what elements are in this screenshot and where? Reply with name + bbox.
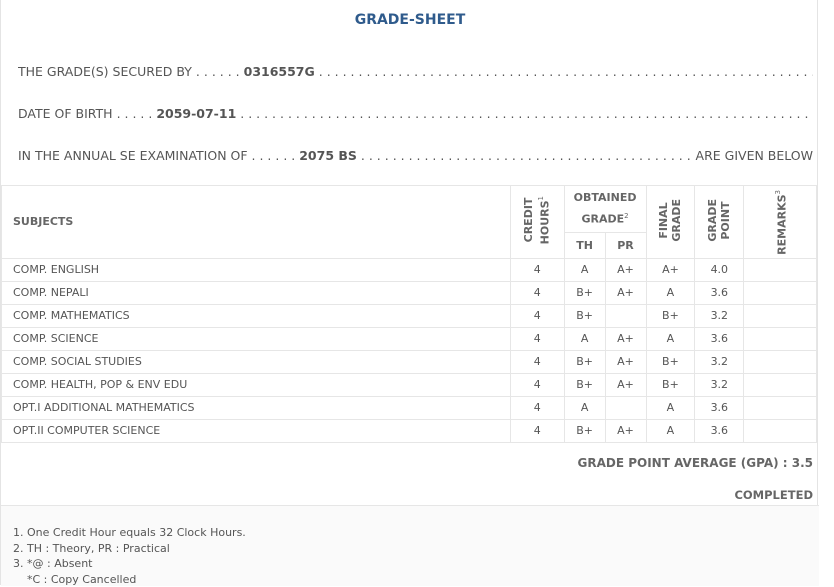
grade-point: 3.2 (695, 373, 744, 396)
pr-header: PR (605, 233, 646, 258)
final-grade: B+ (646, 373, 695, 396)
final-grade: B+ (646, 350, 695, 373)
subject: COMP. SOCIAL STUDIES (2, 350, 511, 373)
credit-hours: 4 (510, 327, 564, 350)
th-grade: A (564, 258, 605, 281)
grade-point: 3.6 (695, 419, 744, 442)
pr-grade: A+ (605, 327, 646, 350)
dots: . . . . . . . . . . . . . . . . . . . . … (319, 64, 813, 79)
remarks (744, 350, 817, 373)
remarks (744, 258, 817, 281)
subject: OPT.II COMPUTER SCIENCE (2, 419, 511, 442)
final-grade: A+ (646, 258, 695, 281)
grade-point: 3.6 (695, 396, 744, 419)
th-grade: A (564, 396, 605, 419)
subject: COMP. SCIENCE (2, 327, 511, 350)
symbol-number: 0316557G (244, 64, 315, 79)
credit-hours: 4 (510, 419, 564, 442)
credit-hours: 4 (510, 373, 564, 396)
pr-grade (605, 396, 646, 419)
final-grade: A (646, 327, 695, 350)
credit-hours: 4 (510, 350, 564, 373)
pr-grade: A+ (605, 281, 646, 304)
final-grade: A (646, 281, 695, 304)
dots: . . . . . . . . . . . . . . . . . . . . … (240, 106, 813, 121)
grade-point: 3.6 (695, 281, 744, 304)
pr-grade: A+ (605, 258, 646, 281)
credit-hours: 4 (510, 258, 564, 281)
page-title: GRADE-SHEET (1, 12, 819, 28)
subject: COMP. NEPALI (2, 281, 511, 304)
dob-value: 2059-07-11 (156, 106, 236, 121)
remarks (744, 373, 817, 396)
remarks (744, 396, 817, 419)
pr-grade: A+ (605, 373, 646, 396)
th-grade: A (564, 327, 605, 350)
th-grade: B+ (564, 419, 605, 442)
th-grade: B+ (564, 373, 605, 396)
remarks (744, 304, 817, 327)
final-grade: B+ (646, 304, 695, 327)
exam-year: 2075 BS (299, 148, 357, 163)
remarks (744, 281, 817, 304)
pr-grade: A+ (605, 350, 646, 373)
th-grade: B+ (564, 304, 605, 327)
th-header: TH (564, 233, 605, 258)
th-grade: B+ (564, 350, 605, 373)
credit-hours: 4 (510, 396, 564, 419)
credit-hours: 4 (510, 281, 564, 304)
grade-point: 4.0 (695, 258, 744, 281)
final-grade: A (646, 419, 695, 442)
pr-grade (605, 304, 646, 327)
th-grade: B+ (564, 281, 605, 304)
dots: . . . . . . . . . . . . . . . . . . . . … (361, 148, 692, 163)
secured-by-line: THE GRADE(S) SECURED BY . . . . . . 0316… (18, 64, 813, 79)
credit-hours: 4 (510, 304, 564, 327)
remarks-header: REMARKS3 (744, 186, 817, 259)
final-grade: A (646, 396, 695, 419)
note: 2. TH : Theory, PR : Practical (13, 541, 246, 557)
grade-point: 3.2 (695, 304, 744, 327)
subject: OPT.I ADDITIONAL MATHEMATICS (2, 396, 511, 419)
note: 1. One Credit Hour equals 32 Clock Hours… (13, 525, 246, 541)
gpa: GRADE POINT AVERAGE (GPA) : 3.5 (578, 456, 814, 470)
subject: COMP. HEALTH, POP & ENV EDU (2, 373, 511, 396)
subjects-header: SUBJECTS (2, 186, 511, 259)
remarks (744, 327, 817, 350)
dob-line: DATE OF BIRTH . . . . . 2059-07-11 . . .… (18, 106, 813, 121)
grade-point: 3.6 (695, 327, 744, 350)
remarks (744, 419, 817, 442)
note: 3. *@ : Absent (13, 556, 246, 572)
notes: 1. One Credit Hour equals 32 Clock Hours… (13, 525, 246, 587)
subject: COMP. MATHEMATICS (2, 304, 511, 327)
grade-sheet: GRADE-SHEET THE GRADE(S) SECURED BY . . … (0, 0, 818, 585)
subject: COMP. ENGLISH (2, 258, 511, 281)
exam-line: IN THE ANNUAL SE EXAMINATION OF . . . . … (18, 148, 813, 163)
pr-grade: A+ (605, 419, 646, 442)
grade-point: 3.2 (695, 350, 744, 373)
status: COMPLETED (734, 488, 813, 502)
